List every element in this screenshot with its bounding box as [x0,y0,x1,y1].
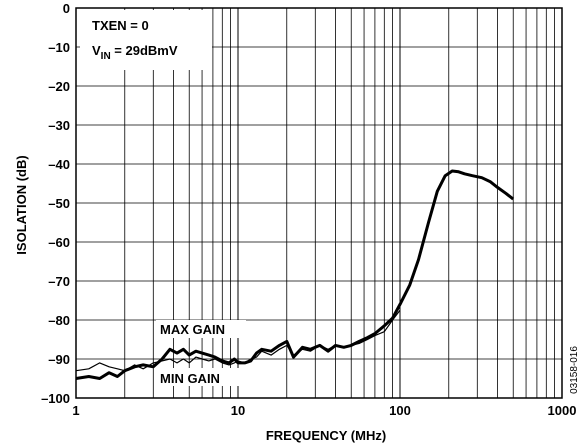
min-gain-label: MIN GAIN [160,371,220,386]
condition-txen: TXEN = 0 [92,18,149,33]
condition-vin-symbol: V [92,43,101,58]
y-tick-label: –70 [48,274,70,289]
y-tick-label: –20 [48,79,70,94]
y-tick-label: –60 [48,235,70,250]
y-tick-label: –100 [41,391,70,406]
y-tick-label: 0 [63,1,70,16]
y-tick-label: –90 [48,352,70,367]
max-gain-label: MAX GAIN [160,322,225,337]
x-tick-label: 100 [389,403,411,418]
condition-vin-subscript: IN [101,51,111,62]
condition-vin-value: = 29dBmV [111,43,178,58]
y-tick-label: –40 [48,157,70,172]
x-tick-label: 10 [231,403,245,418]
series-line-max-gain [76,171,513,379]
y-tick-labels: 0 –10 –20 –30 –40 –50 –60 –70 –80 –90 –100 [41,1,70,406]
y-tick-label: –30 [48,118,70,133]
x-tick-label: 1000 [548,403,577,418]
x-axis-title: FREQUENCY (MHz) [266,428,386,443]
y-tick-label: –80 [48,313,70,328]
y-axis-title: ISOLATION (dB) [14,155,29,254]
y-tick-label: –10 [48,40,70,55]
x-tick-labels: 1 10 100 1000 [72,403,576,418]
series-layer [76,171,513,379]
x-tick-label: 1 [72,403,79,418]
y-tick-label: –50 [48,196,70,211]
figure-id: 03158-016 [569,346,580,394]
